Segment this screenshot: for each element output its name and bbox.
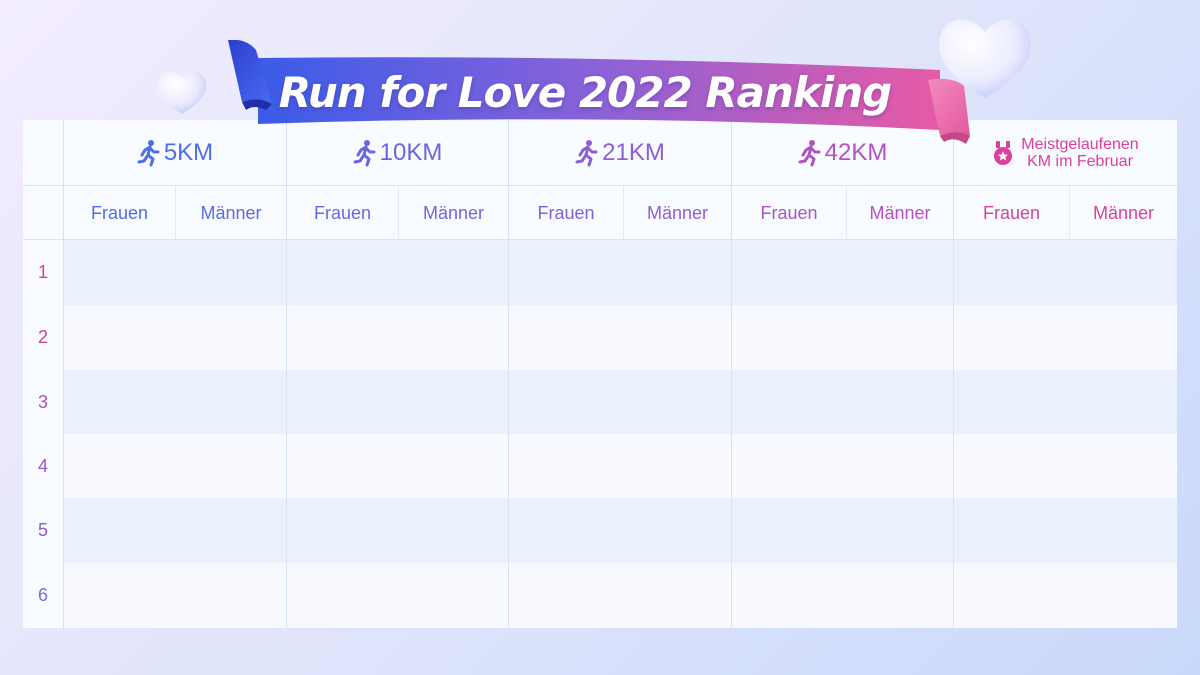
subheader-42km-men: Männer (869, 202, 931, 223)
header-most-km-line1: Meistgelaufenen (1021, 136, 1139, 153)
divider (23, 185, 1177, 186)
running-person-icon (137, 140, 160, 167)
running-person-icon (353, 140, 376, 167)
row-band (63, 240, 1177, 305)
divider (23, 239, 1177, 240)
subheader-10km-men: Männer (422, 202, 485, 223)
header-21km-label: 21KM (602, 139, 665, 166)
divider (953, 120, 954, 628)
subheader-21km-men: Männer (646, 202, 709, 223)
running-person-icon (798, 140, 821, 167)
row-band (63, 370, 1177, 435)
rank-number: 2 (37, 327, 48, 347)
divider (398, 186, 399, 240)
heart-left-icon (157, 72, 207, 114)
header-42km-label: 42KM (824, 139, 888, 166)
header-10km: 10KM (286, 120, 508, 186)
divider (846, 186, 847, 240)
subheader-42km-women: Frauen (760, 202, 818, 223)
header-21km: 21KM (508, 120, 731, 186)
header-most-km-february: Meistgelaufenen KM im Februar (953, 120, 1177, 186)
rank-number: 1 (37, 262, 48, 282)
divider (731, 120, 732, 628)
row-band (63, 563, 1177, 628)
header-5km-label: 5KM (163, 139, 214, 166)
header-5km: 5KM (63, 120, 286, 186)
heart-right-icon (939, 19, 1031, 99)
subheader-most-km-women: Frauen (982, 202, 1041, 223)
rank-number: 4 (37, 456, 48, 476)
subheader-5km-men: Männer (200, 202, 262, 223)
subheader-5km-women: Frauen (90, 202, 149, 223)
rank-number: 5 (37, 520, 48, 540)
divider (175, 186, 176, 240)
rank-number: 3 (37, 392, 48, 412)
ranking-table: 5KM 10KM 21KM 42KM Meistgelaufenen KM im… (23, 120, 1177, 628)
divider (508, 120, 509, 628)
divider (286, 120, 287, 628)
divider (63, 120, 64, 628)
subheader-most-km-men: Männer (1092, 202, 1155, 223)
medal-icon (994, 141, 1013, 165)
page-title: Run for Love 2022 Ranking (278, 67, 892, 117)
title-ribbon (228, 40, 970, 144)
header-42km: 42KM (731, 120, 953, 186)
subheader-10km-women: Frauen (313, 202, 372, 223)
row-band (63, 434, 1177, 499)
row-band (63, 305, 1177, 370)
row-band (63, 498, 1177, 563)
rank-number: 6 (37, 585, 48, 605)
header-10km-label: 10KM (379, 139, 443, 166)
header-most-km-line2: KM im Februar (1027, 153, 1133, 170)
subheader-21km-women: Frauen (537, 202, 595, 223)
divider (623, 186, 624, 240)
divider (1069, 186, 1070, 240)
running-person-icon (575, 140, 598, 167)
